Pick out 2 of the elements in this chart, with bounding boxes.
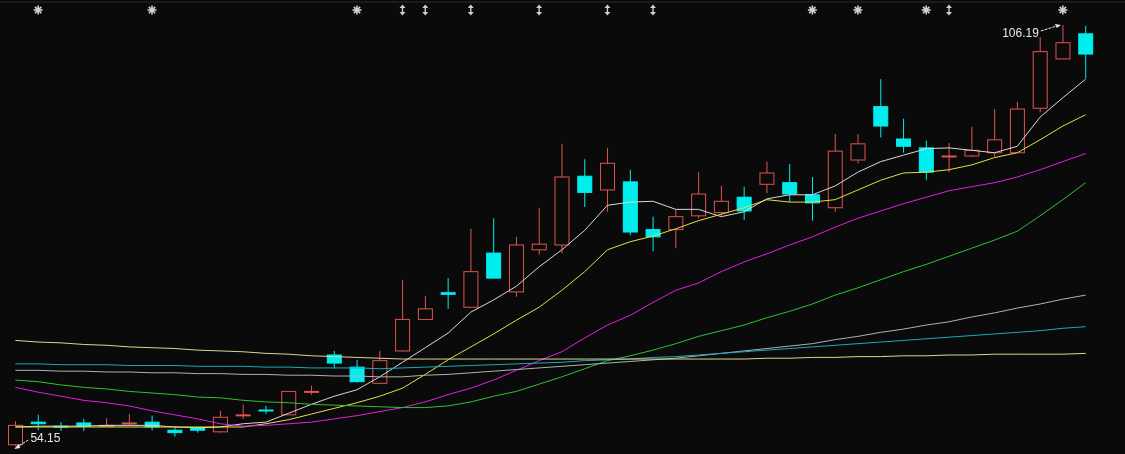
annotation: 106.19 bbox=[1002, 26, 1040, 40]
annotation: 54.15 bbox=[30, 431, 61, 445]
